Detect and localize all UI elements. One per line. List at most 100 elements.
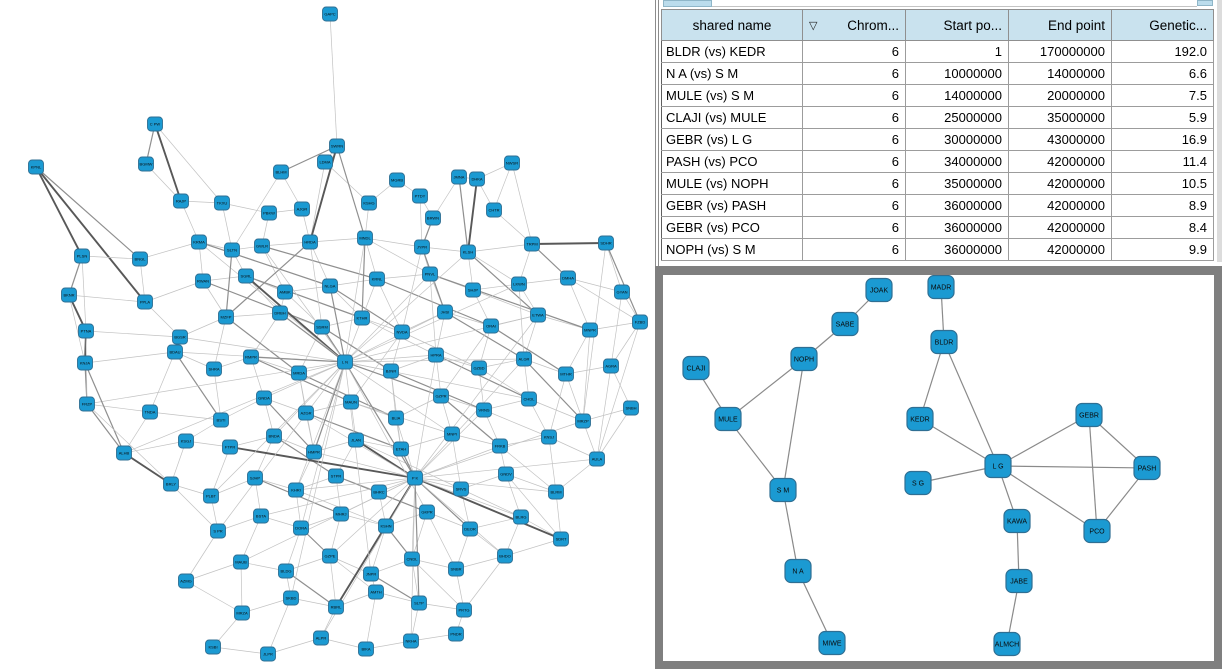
- network-node[interactable]: MAUN: [343, 394, 359, 410]
- network-edge[interactable]: [997, 465, 1148, 469]
- network-node[interactable]: MADR: [927, 275, 955, 300]
- network-node[interactable]: SGRL: [238, 268, 254, 284]
- network-node[interactable]: PLSN: [74, 248, 90, 264]
- network-edge[interactable]: [376, 278, 492, 327]
- table-row[interactable]: BLDR (vs) KEDR 6 1 170000000 192.0: [661, 40, 1214, 63]
- network-node[interactable]: RBRL: [328, 599, 344, 615]
- network-node[interactable]: RAJP: [173, 193, 189, 209]
- network-node[interactable]: CNDL: [404, 551, 420, 567]
- network-edge[interactable]: [414, 354, 437, 479]
- network-node[interactable]: PLBT: [203, 488, 219, 504]
- network-node[interactable]: JOAK: [865, 277, 893, 303]
- network-edge[interactable]: [35, 166, 141, 260]
- network-edge[interactable]: [414, 477, 522, 518]
- network-node[interactable]: JABE: [1005, 568, 1033, 594]
- column-header-genetic-[interactable]: Genetic...: [1111, 9, 1214, 41]
- network-edge[interactable]: [86, 403, 151, 413]
- network-node[interactable]: NOPH: [790, 346, 818, 372]
- network-node[interactable]: JLPR: [260, 646, 276, 662]
- network-edge[interactable]: [548, 436, 598, 460]
- network-node[interactable]: ETWA: [530, 307, 546, 323]
- network-node[interactable]: SRVS: [453, 481, 469, 497]
- column-header-start-po-[interactable]: Start po...: [905, 9, 1009, 41]
- network-node[interactable]: MNDL: [357, 230, 373, 246]
- network-edge[interactable]: [455, 555, 506, 570]
- network-node[interactable]: DEOR: [462, 521, 478, 537]
- network-edge[interactable]: [460, 488, 522, 518]
- network-node[interactable]: HPRA: [428, 347, 444, 363]
- network-node[interactable]: SHRA: [206, 361, 222, 377]
- network-edge[interactable]: [329, 555, 377, 593]
- network-node[interactable]: C PW: [147, 116, 163, 132]
- network-node[interactable]: BLRG: [513, 509, 529, 525]
- network-node[interactable]: BLRM: [548, 484, 564, 500]
- network-node[interactable]: S M: [769, 477, 797, 503]
- network-edge[interactable]: [321, 326, 392, 372]
- column-header-chrom-[interactable]: ▽ Chrom...: [802, 9, 906, 41]
- network-edge[interactable]: [212, 646, 269, 655]
- network-node[interactable]: MIWE: [818, 630, 846, 656]
- network-edge[interactable]: [123, 452, 172, 485]
- network-edge[interactable]: [245, 275, 363, 319]
- network-edge[interactable]: [240, 561, 243, 614]
- network-edge[interactable]: [344, 314, 539, 363]
- network-node[interactable]: AZGR: [298, 405, 314, 421]
- network-node[interactable]: JNPR: [363, 566, 379, 582]
- network-node[interactable]: SNBH: [623, 400, 639, 416]
- network-edge[interactable]: [440, 395, 501, 447]
- network-edge[interactable]: [997, 465, 1098, 532]
- network-edge[interactable]: [997, 414, 1090, 467]
- network-edge[interactable]: [467, 251, 539, 316]
- network-node[interactable]: ORAI: [483, 318, 499, 334]
- network-edge[interactable]: [225, 249, 233, 318]
- table-row[interactable]: N A (vs) S M 6 10000000 14000000 6.6: [661, 62, 1214, 85]
- network-edge[interactable]: [344, 361, 453, 435]
- network-node[interactable]: PNVL: [422, 266, 438, 282]
- network-edge[interactable]: [414, 477, 557, 493]
- network-node[interactable]: ETAH: [393, 441, 409, 457]
- network-node[interactable]: NWSR: [504, 155, 520, 171]
- network-node[interactable]: SNBR: [448, 561, 464, 577]
- network-edge[interactable]: [245, 275, 346, 363]
- network-edge[interactable]: [260, 477, 416, 517]
- network-node[interactable]: BRLY: [163, 476, 179, 492]
- network-node[interactable]: AMBK: [277, 284, 293, 300]
- network-node[interactable]: GNDA: [256, 390, 272, 406]
- column-header-end-point[interactable]: End point: [1008, 9, 1112, 41]
- network-node[interactable]: NLGA: [322, 278, 338, 294]
- network-edge[interactable]: [493, 162, 513, 211]
- network-node[interactable]: VRNS: [476, 402, 492, 418]
- network-node[interactable]: KEDR: [906, 406, 934, 432]
- network-node[interactable]: AGRA: [603, 358, 619, 374]
- network-node[interactable]: NVDA: [394, 324, 410, 340]
- network-edge[interactable]: [567, 277, 591, 331]
- network-edge[interactable]: [344, 237, 366, 363]
- table-row[interactable]: NOPH (vs) S M 6 36000000 42000000 9.9: [661, 238, 1214, 261]
- network-node[interactable]: BNGL: [132, 251, 148, 267]
- network-edge[interactable]: [419, 195, 423, 248]
- network-edge[interactable]: [221, 202, 233, 251]
- network-edge[interactable]: [81, 255, 87, 332]
- network-edge[interactable]: [290, 361, 346, 599]
- network-edge[interactable]: [467, 251, 520, 285]
- network-node[interactable]: BRWN: [425, 210, 441, 226]
- network-node[interactable]: GWLR: [254, 238, 270, 254]
- network-node[interactable]: PRTG: [456, 602, 472, 618]
- network-node[interactable]: ALGR: [516, 351, 532, 367]
- network-node[interactable]: N A: [784, 558, 812, 584]
- network-edge[interactable]: [440, 325, 492, 397]
- network-node[interactable]: MULE: [714, 406, 742, 432]
- network-edge[interactable]: [504, 538, 562, 557]
- network-edge[interactable]: [414, 445, 501, 479]
- network-edge[interactable]: [267, 597, 292, 655]
- network-node[interactable]: FZBD: [632, 314, 648, 330]
- network-edge[interactable]: [344, 361, 442, 397]
- network-edge[interactable]: [84, 351, 176, 364]
- vertical-scrollbar-track[interactable]: [1217, 0, 1222, 262]
- network-node[interactable]: MRZA: [234, 605, 250, 621]
- network-node[interactable]: MRZP: [575, 413, 591, 429]
- network-edge[interactable]: [518, 283, 525, 360]
- network-edge[interactable]: [198, 241, 331, 287]
- network-node[interactable]: KAWA: [1003, 508, 1031, 534]
- network-node[interactable]: SSRM: [314, 319, 330, 335]
